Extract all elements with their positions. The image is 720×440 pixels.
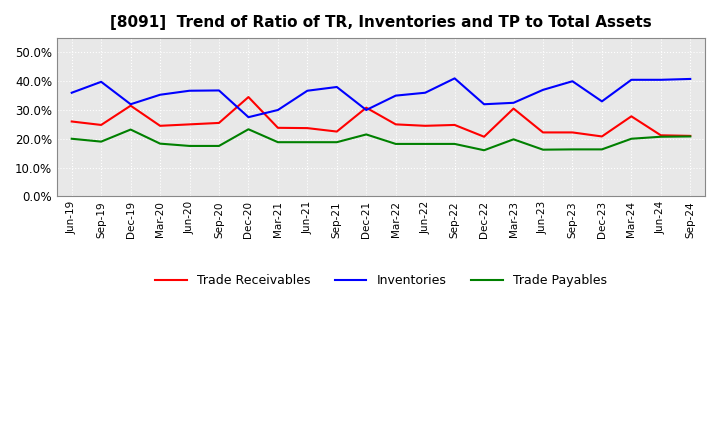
Trade Payables [333, 139, 341, 145]
Trade Receivables [392, 122, 400, 127]
Trade Payables [68, 136, 76, 141]
Trade Receivables [126, 103, 135, 108]
Trade Payables [97, 139, 106, 144]
Trade Payables [539, 147, 547, 152]
Trade Receivables [156, 123, 164, 128]
Inventories [126, 102, 135, 107]
Inventories [362, 107, 371, 113]
Trade Receivables [509, 106, 518, 111]
Trade Receivables [598, 134, 606, 139]
Trade Payables [421, 141, 430, 147]
Trade Receivables [568, 130, 577, 135]
Trade Payables [392, 141, 400, 147]
Inventories [421, 90, 430, 95]
Trade Payables [244, 127, 253, 132]
Inventories [539, 87, 547, 92]
Inventories [568, 79, 577, 84]
Trade Payables [156, 141, 164, 146]
Inventories [68, 90, 76, 95]
Inventories [480, 102, 488, 107]
Trade Receivables [185, 122, 194, 127]
Inventories [509, 100, 518, 106]
Trade Receivables [686, 133, 695, 139]
Trade Receivables [421, 123, 430, 128]
Inventories [244, 114, 253, 120]
Inventories [686, 76, 695, 81]
Trade Payables [362, 132, 371, 137]
Trade Receivables [303, 125, 312, 131]
Trade Receivables [333, 129, 341, 134]
Trade Receivables [68, 119, 76, 124]
Trade Receivables [627, 114, 636, 119]
Inventories [627, 77, 636, 82]
Trade Payables [568, 147, 577, 152]
Trade Payables [274, 139, 282, 145]
Trade Receivables [657, 132, 665, 138]
Inventories [274, 107, 282, 113]
Legend: Trade Receivables, Inventories, Trade Payables: Trade Receivables, Inventories, Trade Pa… [150, 269, 611, 292]
Trade Receivables [244, 95, 253, 100]
Trade Payables [657, 134, 665, 139]
Inventories [392, 93, 400, 98]
Trade Receivables [450, 122, 459, 128]
Inventories [450, 76, 459, 81]
Trade Receivables [539, 130, 547, 135]
Trade Payables [686, 134, 695, 139]
Trade Receivables [215, 120, 223, 125]
Line: Trade Payables: Trade Payables [72, 129, 690, 150]
Trade Receivables [480, 134, 488, 139]
Line: Trade Receivables: Trade Receivables [72, 97, 690, 137]
Trade Payables [185, 143, 194, 149]
Inventories [657, 77, 665, 82]
Trade Payables [303, 139, 312, 145]
Inventories [215, 88, 223, 93]
Trade Receivables [97, 122, 106, 128]
Inventories [156, 92, 164, 97]
Trade Payables [627, 136, 636, 141]
Trade Payables [215, 143, 223, 149]
Inventories [303, 88, 312, 93]
Inventories [598, 99, 606, 104]
Inventories [185, 88, 194, 93]
Trade Payables [480, 147, 488, 153]
Trade Receivables [274, 125, 282, 131]
Trade Payables [509, 137, 518, 142]
Trade Payables [126, 127, 135, 132]
Inventories [97, 79, 106, 84]
Trade Payables [598, 147, 606, 152]
Inventories [333, 84, 341, 90]
Title: [8091]  Trend of Ratio of TR, Inventories and TP to Total Assets: [8091] Trend of Ratio of TR, Inventories… [110, 15, 652, 30]
Trade Receivables [362, 105, 371, 110]
Line: Inventories: Inventories [72, 78, 690, 117]
Trade Payables [450, 141, 459, 147]
